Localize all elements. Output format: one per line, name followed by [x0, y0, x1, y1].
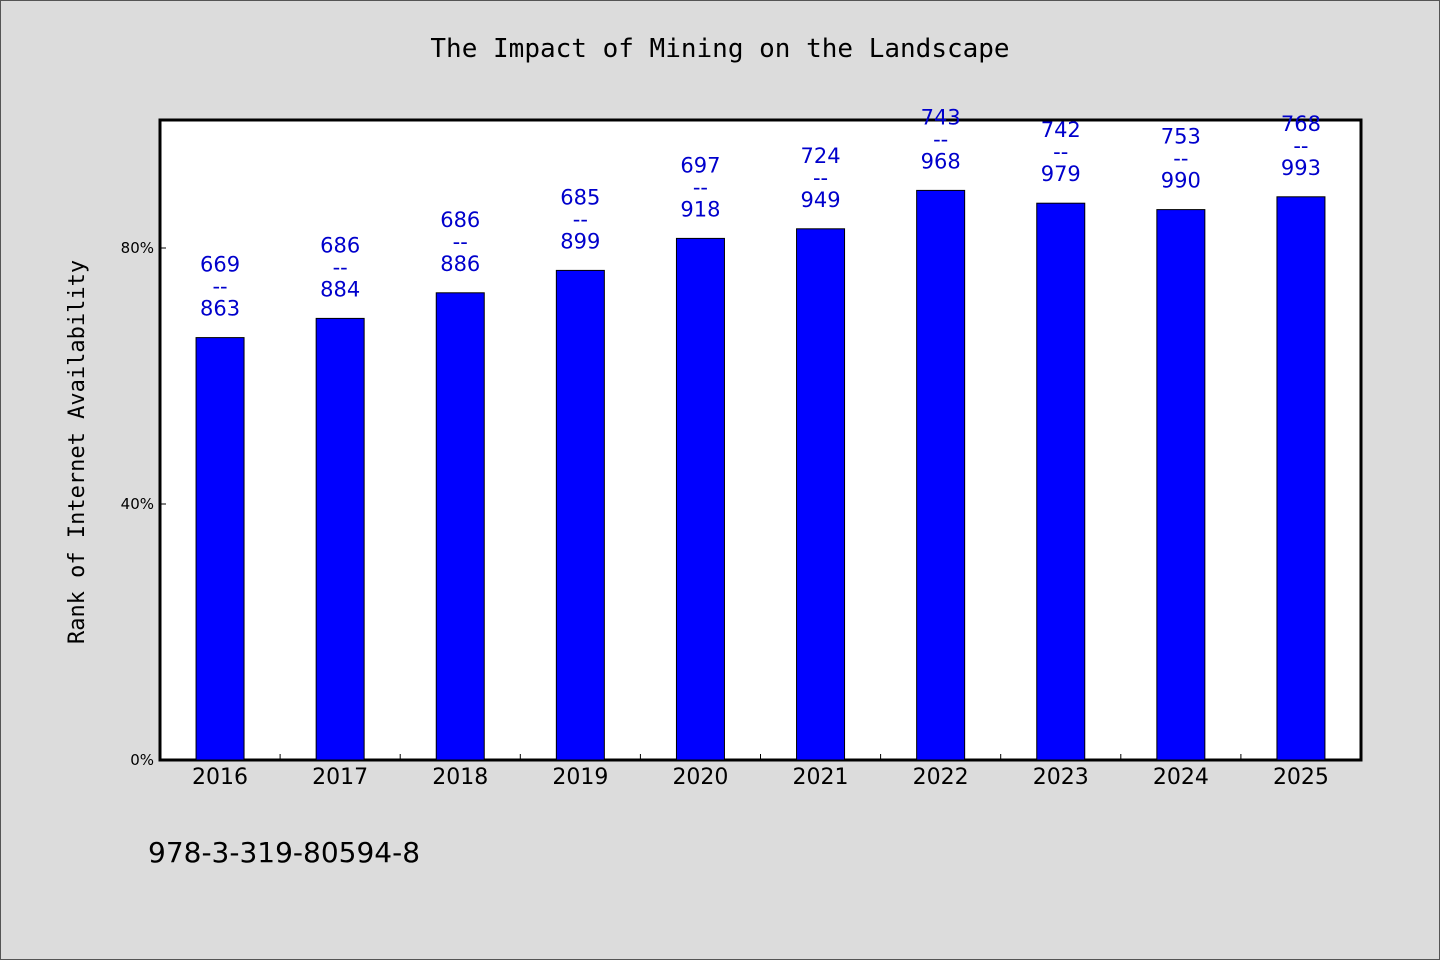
x-tick-label: 2023 [1033, 765, 1089, 790]
data-label-bottom: 949 [801, 188, 841, 212]
x-tick-label: 2019 [552, 765, 608, 790]
bar-2023 [1036, 202, 1086, 761]
x-tick-label: 2022 [913, 765, 969, 790]
x-tick-label: 2021 [793, 765, 849, 790]
data-label-bottom: 884 [320, 277, 360, 301]
bar-2025 [1276, 196, 1326, 761]
x-tick-label: 2018 [432, 765, 488, 790]
data-label-separator: -- [212, 275, 227, 299]
data-label-bottom: 979 [1041, 162, 1081, 186]
data-label-separator: -- [333, 255, 348, 279]
y-axis-label: Rank of Internet Availability [65, 260, 90, 644]
chart-title: The Impact of Mining on the Landscape [430, 34, 1010, 64]
data-label-separator: -- [1173, 147, 1188, 171]
data-label-separator: -- [1293, 134, 1308, 158]
data-label-top: 742 [1041, 118, 1081, 142]
data-label-separator: -- [933, 127, 948, 151]
data-label-top: 697 [680, 153, 720, 177]
bar-2022 [916, 189, 966, 761]
data-label-separator: -- [1053, 140, 1068, 164]
x-tick-label: 2020 [672, 765, 728, 790]
data-label-bottom: 899 [560, 229, 600, 253]
bar-2021 [796, 228, 846, 761]
bars-group [195, 189, 1326, 761]
x-tick-label: 2017 [312, 765, 368, 790]
y-tick-label: 40% [121, 495, 154, 513]
isbn-text: 978-3-319-80594-8 [148, 836, 421, 869]
data-label-top: 669 [200, 253, 240, 277]
data-label-top: 685 [560, 185, 600, 209]
data-labels-group: 669--863686--884686--886685--899697--918… [200, 105, 1321, 320]
data-label-top: 686 [440, 208, 480, 232]
bar-2024 [1156, 209, 1206, 761]
bar-2018 [435, 292, 485, 761]
y-tick-label: 0% [130, 751, 154, 769]
data-label-bottom: 993 [1281, 156, 1321, 180]
x-ticks-group: 2016 2017 2018 2019 2020 2021 2022 2023 2024 2025 [192, 754, 1329, 790]
data-label-separator: -- [813, 166, 828, 190]
bar-2017 [315, 317, 365, 761]
data-label-top: 768 [1281, 112, 1321, 136]
x-tick-label: 2025 [1273, 765, 1329, 790]
x-tick-label: 2024 [1153, 765, 1209, 790]
bar-2020 [675, 237, 725, 761]
data-label-bottom: 886 [440, 252, 480, 276]
x-tick-label: 2016 [192, 765, 248, 790]
data-label-bottom: 863 [200, 297, 240, 321]
bar-2016 [195, 337, 245, 761]
data-label-separator: -- [453, 230, 468, 254]
data-label-bottom: 968 [921, 149, 961, 173]
data-label-top: 743 [921, 105, 961, 129]
data-label-top: 686 [320, 233, 360, 257]
bar-2019 [555, 269, 605, 761]
data-label-top: 724 [801, 144, 841, 168]
y-ticks-group: 0% 40% 80% [121, 239, 166, 769]
data-label-separator: -- [693, 175, 708, 199]
data-label-bottom: 918 [680, 197, 720, 221]
data-label-top: 753 [1161, 125, 1201, 149]
data-label-bottom: 990 [1161, 169, 1201, 193]
y-tick-label: 80% [121, 239, 154, 257]
data-label-separator: -- [573, 207, 588, 231]
